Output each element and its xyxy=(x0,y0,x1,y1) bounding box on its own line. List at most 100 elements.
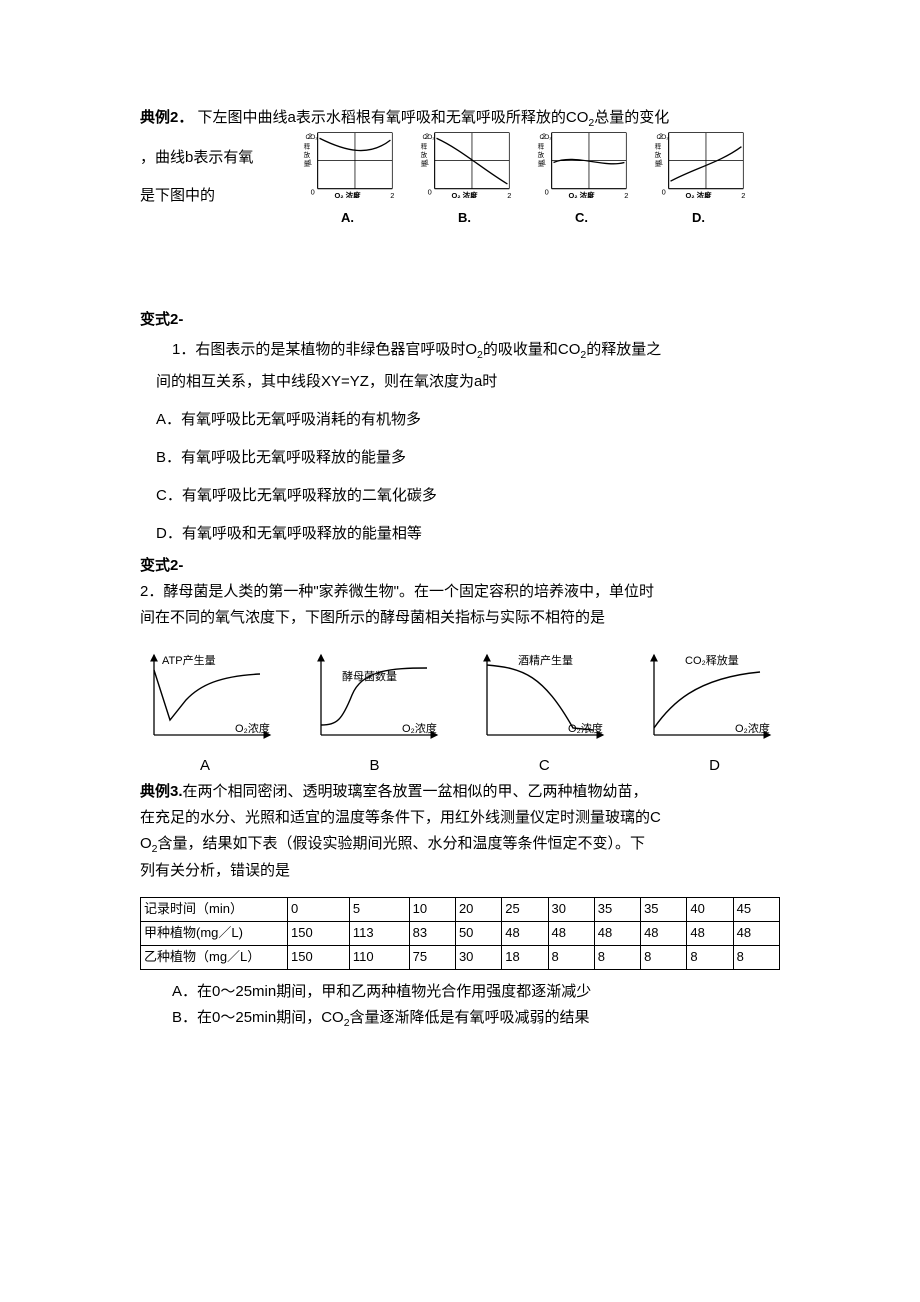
svg-text:放: 放 xyxy=(655,150,662,159)
ex2-label-A: A. xyxy=(300,208,395,229)
col-5: 25 xyxy=(502,898,548,922)
col-7: 35 xyxy=(594,898,640,922)
ex2-charts-row: 0 1 2 1 2 CO₂ 释 放 量 O₂ 浓度 A. xyxy=(300,128,780,229)
svg-text:0: 0 xyxy=(311,187,315,196)
var21-q1: 1．右图表示的是某植物的非绿色器官呼吸时O2的吸收量和CO2的释放量之 xyxy=(140,338,780,364)
cell: 8 xyxy=(687,945,733,969)
svg-text:量: 量 xyxy=(421,159,428,167)
cell: 50 xyxy=(455,922,501,946)
ex3-line2: 在充足的水分、光照和适宜的温度等条件下，用红外线测量仪定时测量玻璃的C xyxy=(140,806,780,830)
svg-text:CO₂: CO₂ xyxy=(540,134,553,141)
var21-body-a: 右图表示的是某植物的非绿色器官呼吸时O xyxy=(195,341,477,358)
var21-heading: 变式2- xyxy=(140,308,780,332)
svg-text:2: 2 xyxy=(390,191,394,198)
ex2-label-B: B. xyxy=(417,208,512,229)
table-row: 乙种植物（mg／L） 150 110 75 30 18 8 8 8 8 8 xyxy=(141,945,780,969)
ex2-line3: 是下图中的 xyxy=(140,184,215,208)
xlabel-B: O₂浓度 xyxy=(402,721,437,735)
letter-C: C xyxy=(539,754,550,778)
ex3-body2c: 含量，结果如下表（假设实验期间光照、水分和温度等条件恒定不变）。下 xyxy=(158,835,646,852)
cell: 150 xyxy=(288,922,350,946)
ylabel: CO₂ xyxy=(306,134,319,141)
var21-opt-D: D．有氧呼吸和无氧呼吸释放的能量相等 xyxy=(140,522,780,546)
svg-text:2: 2 xyxy=(741,191,745,198)
ex2-chart-D: 0 1 2 1 2 CO₂ 释放量 O₂ 浓度 D. xyxy=(651,128,746,229)
ex2-label-D: D. xyxy=(651,208,746,229)
svg-text:0: 0 xyxy=(428,187,432,196)
var21-body-c: 的释放量之 xyxy=(586,341,661,358)
svg-text:0: 0 xyxy=(545,187,549,196)
cell: 8 xyxy=(594,945,640,969)
var22-chart-C: 酒精产生量 O₂浓度 xyxy=(473,650,613,750)
cell: 甲种植物(mg／L) xyxy=(141,922,288,946)
letter-B: B xyxy=(369,754,379,778)
cell: 48 xyxy=(687,922,733,946)
ex3-opt-A: A．在0～25min期间，甲和乙两种植物光合作用强度都逐渐减少 xyxy=(140,980,780,1004)
svg-text:O₂ 浓度: O₂ 浓度 xyxy=(568,190,595,198)
svg-text:CO₂: CO₂ xyxy=(423,134,436,141)
ylabel-B: 酵母菌数量 xyxy=(342,670,397,683)
ex2-body: 下左图中曲线a表示水稻根有氧呼吸和无氧呼吸所释放的CO xyxy=(198,109,589,126)
svg-text:量: 量 xyxy=(538,159,545,167)
cell: 75 xyxy=(409,945,455,969)
var21-prefix: 1． xyxy=(172,341,195,358)
col-8: 35 xyxy=(641,898,687,922)
svg-text:释: 释 xyxy=(655,142,662,150)
ylabel-D: CO₂释放量 xyxy=(685,653,739,667)
svg-text:0: 0 xyxy=(662,187,666,196)
xlabel-C: O₂浓度 xyxy=(568,721,603,735)
svg-text:O₂ 浓度: O₂ 浓度 xyxy=(685,190,712,198)
svg-text:2: 2 xyxy=(507,191,511,198)
ex3-table: 记录时间（min） 0 5 10 20 25 30 35 35 40 45 甲种… xyxy=(140,897,780,969)
cell: 8 xyxy=(641,945,687,969)
svg-text:O₂ 浓度: O₂ 浓度 xyxy=(451,190,478,198)
cell: 48 xyxy=(502,922,548,946)
svg-text:放: 放 xyxy=(304,150,311,159)
svg-text:2: 2 xyxy=(624,191,628,198)
cell: 8 xyxy=(548,945,594,969)
letter-D: D xyxy=(709,754,720,778)
ex3-opt-B: B．在0～25min期间，CO2含量逐渐降低是有氧呼吸减弱的结果 xyxy=(140,1006,780,1032)
svg-text:量: 量 xyxy=(655,159,662,167)
ex2-label-C: C. xyxy=(534,208,629,229)
cell: 30 xyxy=(455,945,501,969)
svg-text:CO₂: CO₂ xyxy=(657,134,670,141)
cell: 8 xyxy=(733,945,779,969)
cell: 48 xyxy=(733,922,779,946)
ex3-body1: 在两个相同密闭、透明玻璃室各放置一盆相似的甲、乙两种植物幼苗， xyxy=(183,783,648,800)
cell: 48 xyxy=(548,922,594,946)
ex3-opt-B-b: 含量逐渐降低是有氧呼吸减弱的结果 xyxy=(350,1009,590,1026)
var21-opt-C: C．有氧呼吸比无氧呼吸释放的二氧化碳多 xyxy=(140,484,780,508)
table-row: 甲种植物(mg／L) 150 113 83 50 48 48 48 48 48 … xyxy=(141,922,780,946)
ex3-opt-B-a: B．在0～25min期间，CO xyxy=(172,1009,344,1026)
ex2-chart-A: 0 1 2 1 2 CO₂ 释 放 量 O₂ 浓度 A. xyxy=(300,128,395,229)
ex2-chart-C: 0 1 2 1 2 CO₂ 释放量 O₂ 浓度 C. xyxy=(534,128,629,229)
var22-line2: 间在不同的氧气浓度下，下图所示的酵母菌相关指标与实际不相符的是 xyxy=(140,606,780,630)
var22-heading: 变式2- xyxy=(140,554,780,578)
ex3-line4: 列有关分析，错误的是 xyxy=(140,859,780,883)
cell: 18 xyxy=(502,945,548,969)
svg-text:释: 释 xyxy=(304,142,311,150)
svg-text:释: 释 xyxy=(421,142,428,150)
ex2-chart-block: ，曲线b表示有氧 是下图中的 0 1 2 1 2 xyxy=(140,128,780,238)
xlabel-A: O₂浓度 xyxy=(235,721,270,735)
var21-opt-B: B．有氧呼吸比无氧呼吸释放的能量多 xyxy=(140,446,780,470)
col-9: 40 xyxy=(687,898,733,922)
svg-text:释: 释 xyxy=(538,142,545,150)
col-2: 5 xyxy=(349,898,409,922)
ex2-line2: ，曲线b表示有氧 xyxy=(140,146,253,170)
col-0: 记录时间（min） xyxy=(141,898,288,922)
svg-text:O₂ 浓度: O₂ 浓度 xyxy=(334,190,361,198)
ex3-prefix: 典例3. xyxy=(140,783,183,800)
var22-charts-row: ATP产生量 O₂浓度 酵母菌数量 O₂浓度 酒精产生量 O₂浓度 CO₂释放量… xyxy=(140,650,780,750)
col-10: 45 xyxy=(733,898,779,922)
col-1: 0 xyxy=(288,898,350,922)
var22-line1: 2．酵母菌是人类的第一种"家养微生物"。在一个固定容积的培养液中，单位时 xyxy=(140,580,780,604)
mini-chart-svg: 0 1 2 1 2 CO₂ 释 放 量 O₂ 浓度 xyxy=(300,128,395,198)
var21-opt-A: A．有氧呼吸比无氧呼吸消耗的有机物多 xyxy=(140,408,780,432)
ex3-line3: O2含量，结果如下表（假设实验期间光照、水分和温度等条件恒定不变）。下 xyxy=(140,832,780,858)
var21-body-b: 的吸收量和CO xyxy=(483,341,581,358)
ex3-body2a: 在充足的水分、光照和适宜的温度等条件下，用红外线测量仪定时测量玻璃的C xyxy=(140,809,661,826)
col-4: 20 xyxy=(455,898,501,922)
cell: 48 xyxy=(594,922,640,946)
